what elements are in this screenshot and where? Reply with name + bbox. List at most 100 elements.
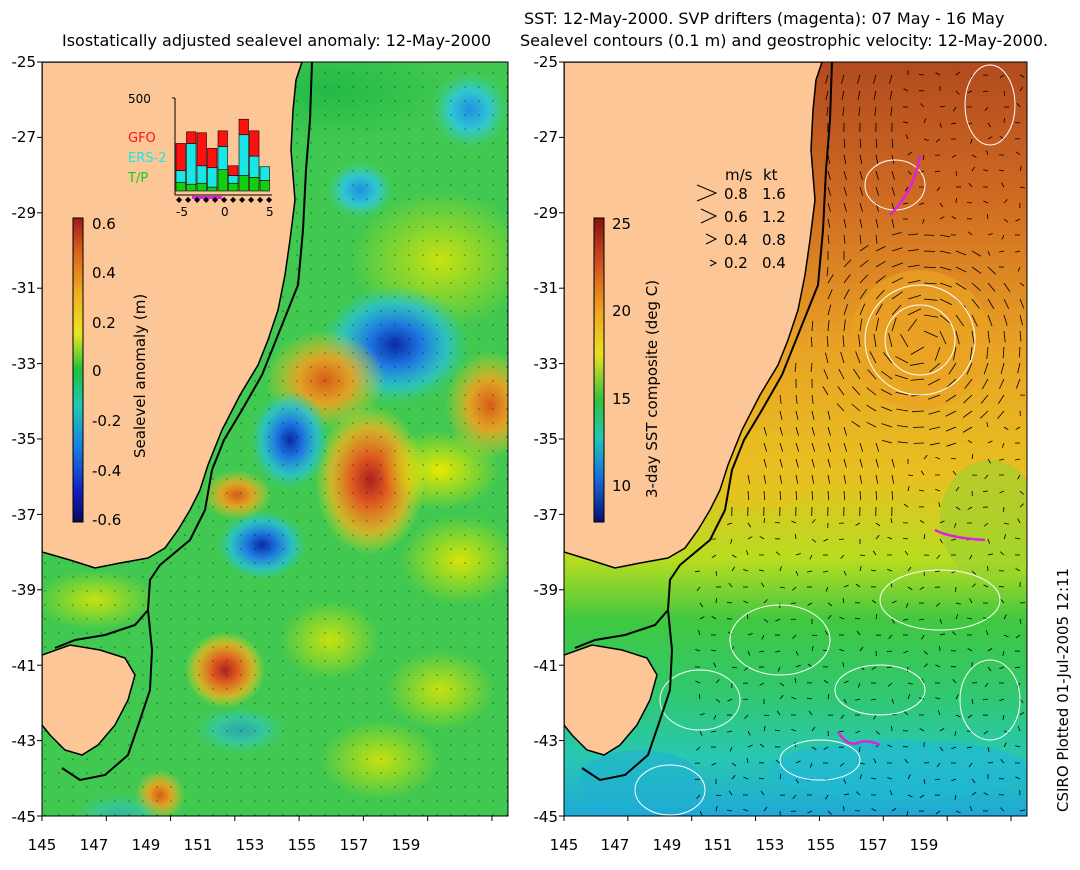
velocity-arrow bbox=[905, 602, 909, 608]
velocity-arrow bbox=[1015, 426, 1021, 430]
velocity-arrow bbox=[1014, 121, 1021, 124]
inset-bar-segment bbox=[259, 180, 270, 192]
velocity-arrow bbox=[903, 503, 909, 508]
velocity-arrow bbox=[696, 746, 701, 751]
velocity-arrow bbox=[900, 334, 909, 348]
velocity-arrow bbox=[825, 74, 829, 84]
velocity-arrow bbox=[969, 554, 973, 560]
right-lon-label: 155 bbox=[807, 836, 836, 854]
velocity-arrow bbox=[929, 362, 941, 373]
velocity-arrow bbox=[891, 600, 897, 604]
velocity-arrow bbox=[747, 650, 751, 656]
velocity-arrow bbox=[986, 213, 989, 220]
velocity-arrow bbox=[869, 351, 877, 364]
velocity-arrow bbox=[919, 519, 925, 524]
velocity-arrow bbox=[842, 106, 845, 116]
plot-credit: CSIRO Plotted 01-Jul-2005 12:11 bbox=[1054, 568, 1072, 812]
velocity-arrow bbox=[880, 389, 893, 396]
velocity-arrow bbox=[728, 790, 733, 796]
inset-legend-ers2: ERS-2 bbox=[128, 151, 166, 166]
velocity-arrow bbox=[811, 474, 815, 484]
left-lat-label: -45 bbox=[12, 808, 37, 826]
velocity-arrow bbox=[896, 425, 909, 428]
velocity-arrow bbox=[967, 231, 973, 236]
velocity-key-header-ms: m/s bbox=[725, 166, 753, 184]
velocity-arrow bbox=[939, 298, 953, 306]
velocity-arrow bbox=[859, 318, 863, 332]
velocity-arrow bbox=[866, 387, 877, 396]
velocity-arrow bbox=[935, 664, 941, 668]
velocity-arrow bbox=[727, 730, 733, 733]
velocity-arrow bbox=[1019, 809, 1025, 812]
velocity-arrow bbox=[954, 730, 957, 736]
velocity-arrow bbox=[920, 103, 925, 108]
velocity-arrow bbox=[907, 794, 913, 798]
velocity-arrow bbox=[759, 535, 765, 540]
velocity-key-ms: 0.8 bbox=[724, 185, 748, 203]
velocity-arrow bbox=[795, 426, 799, 436]
velocity-arrow bbox=[859, 154, 863, 164]
velocity-arrow bbox=[859, 303, 866, 316]
velocity-arrow bbox=[823, 538, 829, 542]
velocity-arrow bbox=[827, 442, 832, 452]
velocity-arrow bbox=[983, 584, 989, 588]
velocity-arrow bbox=[779, 474, 783, 484]
velocity-arrow bbox=[967, 506, 973, 510]
velocity-arrow bbox=[1019, 711, 1025, 716]
right-map bbox=[564, 62, 1027, 816]
sla-tick-neg0.6: -0.6 bbox=[92, 511, 121, 529]
velocity-arrow bbox=[855, 730, 861, 734]
velocity-arrow bbox=[859, 490, 862, 501]
velocity-arrow bbox=[955, 282, 967, 290]
velocity-arrow bbox=[919, 586, 925, 590]
velocity-arrow bbox=[939, 266, 952, 271]
right-lon-label: 153 bbox=[756, 836, 785, 854]
velocity-arrow bbox=[856, 630, 861, 636]
velocity-arrow bbox=[763, 618, 769, 623]
velocity-arrow bbox=[857, 90, 861, 100]
right-panel-title-line2: Sealevel contours (0.1 m) and geostrophi… bbox=[520, 31, 1049, 50]
velocity-arrow bbox=[939, 314, 952, 324]
velocity-arrow bbox=[698, 693, 701, 700]
velocity-arrow bbox=[967, 648, 973, 652]
velocity-arrow bbox=[779, 682, 785, 687]
velocity-arrow bbox=[891, 170, 895, 180]
velocity-arrow bbox=[843, 319, 846, 332]
sla-tick-0.2: 0.2 bbox=[92, 314, 116, 332]
velocity-arrow bbox=[729, 746, 733, 752]
velocity-arrow bbox=[795, 570, 799, 576]
velocity-arrow bbox=[695, 680, 701, 684]
right-lat-label: -37 bbox=[534, 506, 559, 524]
velocity-arrow bbox=[934, 170, 941, 173]
velocity-arrow bbox=[880, 406, 893, 412]
inset-bar-segment bbox=[186, 143, 197, 185]
velocity-arrow bbox=[935, 456, 941, 460]
velocity-arrow bbox=[919, 170, 925, 174]
velocity-arrow bbox=[875, 186, 880, 196]
velocity-arrow bbox=[779, 410, 783, 420]
velocity-arrow bbox=[823, 369, 829, 380]
velocity-arrow bbox=[907, 170, 912, 175]
inset-day-marker: ◆ bbox=[248, 195, 255, 204]
velocity-arrow bbox=[699, 810, 703, 816]
velocity-arrow bbox=[843, 698, 847, 704]
velocity-arrow bbox=[986, 150, 989, 156]
velocity-arrow bbox=[761, 582, 765, 588]
velocity-arrow bbox=[983, 792, 989, 796]
velocity-arrow bbox=[791, 520, 797, 524]
velocity-arrow bbox=[779, 426, 783, 436]
velocity-arrow bbox=[873, 758, 877, 764]
velocity-arrow bbox=[909, 362, 925, 366]
velocity-arrow bbox=[891, 474, 895, 484]
velocity-arrow bbox=[859, 566, 862, 572]
velocity-arrow bbox=[859, 218, 863, 228]
velocity-arrow bbox=[873, 333, 877, 348]
inset-legend-tp: T/P bbox=[127, 171, 148, 186]
sst-tick-25: 25 bbox=[612, 215, 631, 233]
velocity-arrow bbox=[1018, 346, 1021, 358]
right-lat-label: -39 bbox=[534, 581, 559, 599]
velocity-key-kt: 0.4 bbox=[762, 254, 786, 272]
velocity-arrow bbox=[1015, 745, 1021, 748]
velocity-arrow bbox=[895, 356, 909, 364]
